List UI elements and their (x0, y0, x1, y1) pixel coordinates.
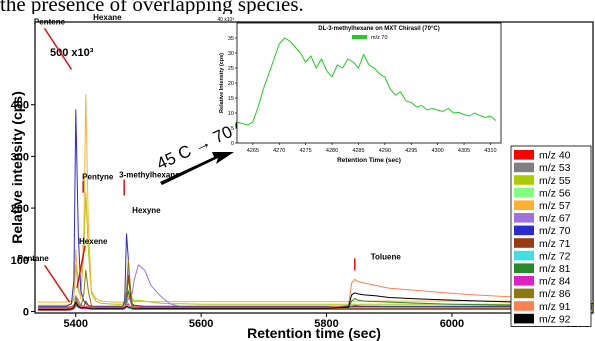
series-line-m-z-57 (38, 93, 593, 303)
legend-label: m/z 72 (539, 250, 571, 262)
series-line-m-z-70 (38, 109, 593, 307)
legend-swatch (514, 263, 534, 273)
legend-label: m/z 92 (539, 313, 571, 325)
inset-y-tick-label: 30 (228, 51, 234, 57)
y-tick-label: 0 (23, 306, 29, 318)
main-series-group (38, 93, 594, 311)
inset-y-axis-title: Relative Intensity (cps) (219, 53, 225, 113)
legend-label: m/z 57 (539, 200, 571, 212)
legend-label: m/z 56 (539, 187, 571, 199)
inset-x-tick-label: 4280 (326, 148, 338, 154)
legend-swatch (514, 276, 534, 286)
peak-marker-line (43, 264, 71, 303)
inset-y-tick-label: 20 (228, 81, 234, 87)
inset-y-tick-label: 5 (231, 126, 234, 132)
x-tick-label: 5600 (189, 318, 213, 330)
x-axis-title: Retention time (sec) (247, 325, 381, 341)
legend-label: m/z 55 (539, 175, 571, 187)
legend-swatch (514, 175, 534, 185)
inset-title: DL-3-methylhexane on MXT Chirasil (70°C) (318, 26, 439, 32)
inset-y-tick-label: 15 (228, 96, 234, 102)
series-line-m-z-92 (38, 292, 594, 310)
legend-swatch (514, 162, 534, 173)
inset-plot-frame (236, 22, 502, 144)
peak-label: Pentene (34, 17, 66, 26)
legend-label: m/z 71 (539, 238, 571, 250)
y-axis-multiplier: 500 x10³ (50, 47, 94, 59)
inset-y-tick-label: 35 (228, 36, 234, 42)
temperature-arrow (160, 152, 234, 185)
y-tick-label: 100 (11, 255, 29, 267)
inset-series-line (236, 37, 497, 126)
peak-label: Hexene (79, 237, 108, 246)
peak-label: Pentyne (82, 173, 114, 182)
peak-marker-line (43, 27, 73, 70)
x-tick-label: 5400 (64, 318, 88, 330)
legend-label: m/z 53 (539, 162, 571, 174)
legend-swatch (514, 238, 534, 248)
legend-swatch (514, 187, 534, 198)
y-tick-label: 400 (11, 100, 29, 112)
legend-swatch (514, 213, 534, 223)
peak-label: 3-methylhexane (119, 171, 180, 180)
peak-label: Hexyne (132, 206, 161, 215)
inset-y-tick-label: 0 (231, 141, 234, 147)
legend-swatch (514, 150, 534, 160)
peak-marker-line (76, 245, 86, 288)
legend-swatch (514, 250, 534, 261)
inset-x-tick-label: 4270 (273, 148, 285, 154)
legend-swatch (514, 313, 534, 324)
inset-x-tick-label: 4290 (379, 148, 391, 154)
inset-y-multiplier: 40 x10³ (217, 17, 234, 23)
inset-legend-label: m/z 70 (371, 35, 388, 41)
legend-label: m/z 91 (539, 301, 571, 313)
caption-fragment: the presence of overlapping species. (0, 0, 304, 14)
inset-legend-swatch (352, 35, 367, 39)
inset-x-tick-label: 4265 (247, 148, 259, 154)
inset-x-axis-title: Retention Time (sec) (337, 157, 401, 164)
legend-label: m/z 84 (539, 276, 571, 288)
inset-y-tick-label: 10 (228, 111, 234, 117)
y-tick-label: 300 (11, 151, 29, 163)
inset-y-tick-label: 25 (228, 66, 234, 72)
legend-swatch (514, 301, 534, 311)
inset-x-tick-label: 4310 (484, 148, 496, 154)
legend-label: m/z 40 (539, 150, 571, 162)
y-tick-label: 200 (11, 203, 29, 215)
legend-label: m/z 81 (539, 263, 571, 275)
legend-label: m/z 67 (539, 213, 571, 225)
inset-x-tick-label: 4285 (352, 148, 364, 154)
peak-label: Pentane (18, 254, 50, 263)
inset-x-tick-label: 4295 (405, 148, 417, 154)
legend-swatch (514, 200, 534, 210)
legend-swatch (514, 225, 534, 236)
x-tick-label: 5800 (314, 318, 338, 330)
series-line-m-z-55 (38, 192, 593, 306)
legend-label: m/z 70 (539, 225, 571, 237)
y-axis-title: Relative intensity (cps) (9, 91, 25, 244)
peak-label: Hexane (93, 13, 122, 22)
legend-swatch (514, 288, 534, 299)
peak-label: Toluene (371, 252, 402, 261)
x-tick-label: 6000 (440, 318, 464, 330)
inset-x-tick-label: 4300 (432, 148, 444, 154)
inset-x-tick-label: 4275 (300, 148, 312, 154)
main-legend: m/z 40m/z 53m/z 55m/z 56m/z 57m/z 67m/z … (510, 145, 592, 327)
inset-x-tick-label: 4305 (458, 148, 470, 154)
series-line-m-z-91 (38, 278, 594, 309)
legend-label: m/z 86 (539, 288, 571, 300)
